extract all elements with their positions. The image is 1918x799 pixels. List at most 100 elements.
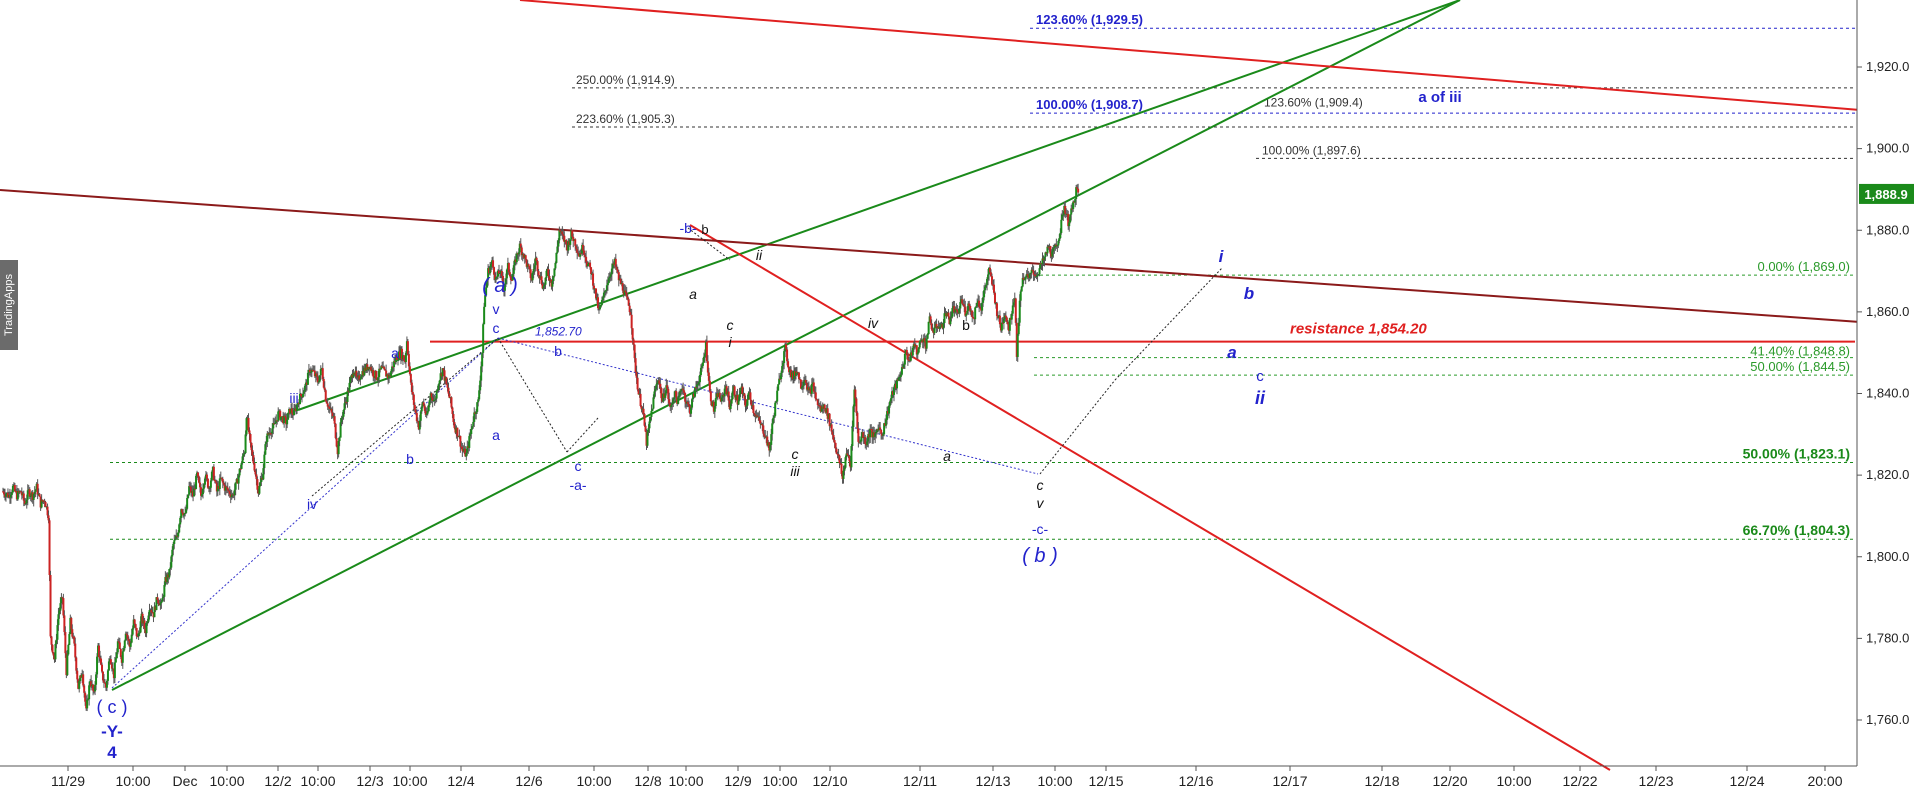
- candle-up: [1041, 258, 1044, 265]
- wave-label: ii: [1255, 388, 1266, 408]
- candle-down: [520, 247, 523, 256]
- candle-down: [71, 629, 74, 637]
- candle-up: [1039, 263, 1042, 269]
- candle-up: [438, 380, 441, 385]
- candle-down: [299, 393, 302, 396]
- candle-down: [812, 382, 815, 392]
- candle-down: [189, 486, 192, 488]
- candle-down: [150, 610, 153, 613]
- candle-down: [617, 272, 620, 281]
- wave-label: i: [728, 334, 732, 350]
- wave-label: a: [943, 448, 951, 464]
- red-downtrend-top: [519, 0, 1861, 111]
- candle-up: [860, 436, 863, 442]
- candle-up: [123, 640, 126, 649]
- candle-up: [428, 400, 431, 405]
- price-axis-tick-label: 1,820.0: [1866, 467, 1909, 482]
- candle-down: [200, 487, 202, 496]
- candle-up: [469, 434, 472, 437]
- candle-down: [315, 373, 318, 377]
- fib-level-label: 250.00% (1,914.9): [576, 73, 675, 87]
- candle-up: [68, 634, 71, 645]
- candle-down: [423, 405, 426, 411]
- fib-levels-group: 123.60% (1,929.5) 250.00% (1,914.9) 100.00…: [110, 12, 1855, 540]
- candle-up: [131, 628, 134, 635]
- candle-up: [850, 446, 853, 468]
- candle-up: [88, 685, 91, 700]
- candle-down: [541, 283, 544, 289]
- candle-down: [101, 671, 104, 681]
- candle-up: [885, 419, 888, 426]
- candle-up: [483, 306, 486, 325]
- candle-up: [737, 400, 740, 405]
- candle-up: [553, 268, 556, 277]
- candle-up: [476, 402, 479, 412]
- candle-down: [707, 372, 710, 381]
- candle-down: [616, 269, 619, 273]
- candle-down: [990, 272, 993, 277]
- candle-down: [414, 409, 417, 413]
- level-1852-label: 1,852.70: [535, 325, 582, 339]
- candle-down: [709, 391, 712, 402]
- time-axis-label: 10:00: [300, 773, 335, 789]
- candle-down: [493, 267, 496, 275]
- candle-down: [524, 255, 527, 260]
- candle-up: [162, 596, 165, 599]
- candle-down: [127, 638, 130, 641]
- time-axis-label: 10:00: [668, 773, 703, 789]
- candle-up: [129, 642, 132, 647]
- candle-up: [903, 353, 906, 365]
- candle-up: [531, 272, 534, 281]
- candle-up: [32, 494, 35, 500]
- candle-down: [832, 435, 835, 441]
- candle-up: [651, 408, 654, 411]
- candle-down: [989, 267, 992, 273]
- candle-down: [453, 422, 456, 428]
- candle-down: [345, 401, 348, 403]
- candle-down: [834, 442, 837, 449]
- candle-down: [529, 269, 532, 279]
- candle-down: [500, 271, 503, 276]
- price-axis-tick-label: 1,920.0: [1866, 59, 1909, 74]
- candle-down: [62, 598, 65, 616]
- candle-down: [585, 256, 588, 262]
- candle-down: [385, 370, 388, 377]
- candle-down: [492, 260, 495, 268]
- candle-up: [987, 274, 990, 279]
- candle-up: [1056, 245, 1059, 247]
- candle-up: [694, 387, 697, 397]
- candle-up: [238, 468, 241, 476]
- candle-up: [696, 384, 699, 386]
- candle-up: [974, 307, 977, 320]
- candle-up: [472, 421, 475, 427]
- candle-up: [258, 485, 261, 494]
- candle-up: [1043, 256, 1046, 261]
- candle-down: [443, 370, 446, 381]
- candle-up: [605, 285, 608, 291]
- candle-down: [929, 316, 932, 324]
- wave-helper-line: [687, 227, 731, 261]
- candle-up: [648, 421, 651, 429]
- candle-down: [214, 480, 217, 483]
- candle-up: [918, 341, 921, 348]
- candle-down: [41, 499, 44, 502]
- candle-up: [900, 367, 903, 375]
- candle-up: [1000, 322, 1003, 331]
- candle-down: [626, 296, 629, 300]
- candle-up: [244, 434, 247, 454]
- horizontal-lines-group: resistance 1,854.20 1,852.70: [430, 321, 1855, 343]
- candle-down: [799, 379, 802, 389]
- candle-down: [250, 442, 253, 451]
- candle-up: [166, 574, 169, 583]
- candle-up: [1058, 238, 1061, 242]
- candle-down: [221, 478, 224, 483]
- candle-down: [442, 368, 445, 371]
- candle-up: [200, 494, 203, 496]
- candle-down: [705, 341, 708, 362]
- candle-down: [464, 448, 467, 457]
- wave-label: c: [493, 320, 500, 336]
- fib-level-label: 50.00% (1,844.5): [1750, 359, 1850, 374]
- candle-up: [230, 495, 233, 498]
- candle-down: [905, 350, 908, 356]
